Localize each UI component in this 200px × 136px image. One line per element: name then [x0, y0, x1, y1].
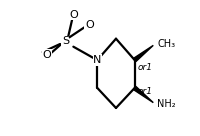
Text: O: O [69, 10, 78, 20]
Text: or1: or1 [137, 87, 152, 96]
Text: O: O [85, 20, 94, 30]
Text: N: N [93, 55, 102, 65]
Text: O: O [42, 50, 51, 60]
Text: S: S [62, 36, 69, 46]
Polygon shape [133, 86, 153, 103]
Polygon shape [133, 45, 153, 62]
Text: or1: or1 [137, 64, 152, 72]
Text: NH₂: NH₂ [157, 99, 176, 109]
Text: CH₃: CH₃ [157, 39, 175, 49]
